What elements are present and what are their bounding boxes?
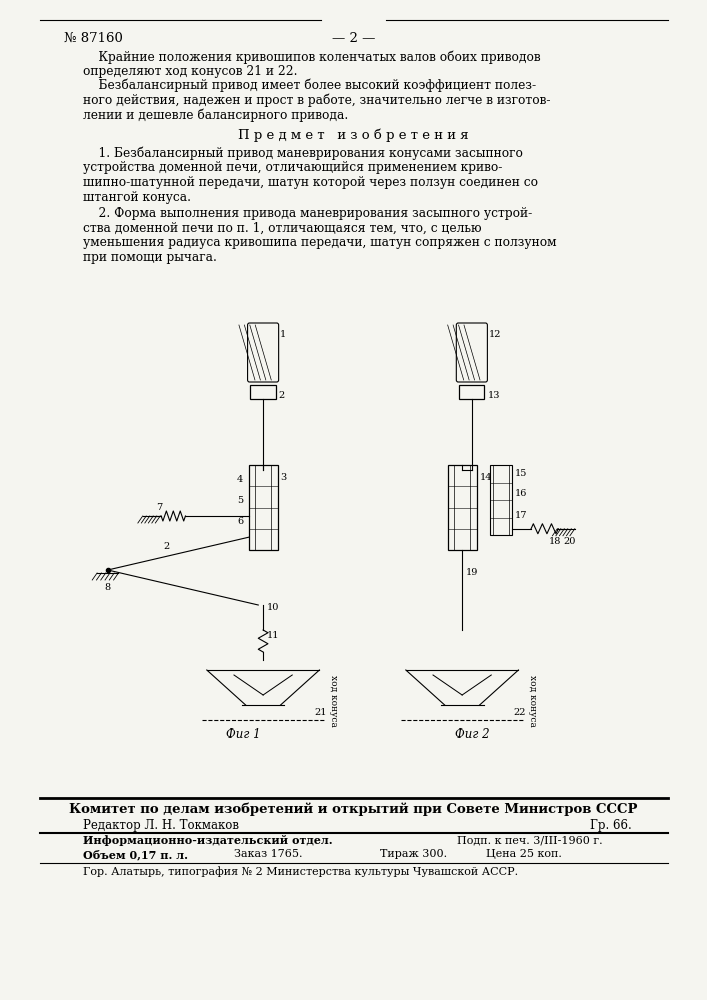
Text: 1. Безбалансирный привод маневрирования конусами засыпного: 1. Безбалансирный привод маневрирования … — [83, 147, 523, 160]
Text: устройства доменной печи, отличающийся применением криво-: устройства доменной печи, отличающийся п… — [83, 161, 503, 174]
Text: Цена 25 коп.: Цена 25 коп. — [486, 849, 562, 859]
Text: 2: 2 — [279, 390, 285, 399]
Text: штангой конуса.: штангой конуса. — [83, 190, 192, 204]
Text: 11: 11 — [267, 631, 279, 640]
Text: Крайние положения кривошипов коленчатых валов обоих приводов: Крайние положения кривошипов коленчатых … — [83, 50, 541, 64]
Text: Безбалансирный привод имеет более высокий коэффициент полез-: Безбалансирный привод имеет более высоки… — [83, 79, 537, 93]
Text: Гр. 66.: Гр. 66. — [590, 819, 632, 832]
Text: лении и дешевле балансирного привода.: лении и дешевле балансирного привода. — [83, 108, 349, 121]
Text: 13: 13 — [487, 390, 500, 399]
Text: 14: 14 — [479, 473, 492, 482]
Bar — [460, 385, 484, 399]
Text: 16: 16 — [515, 489, 527, 498]
Bar — [490, 465, 512, 535]
Bar — [448, 465, 477, 550]
Text: — 2 —: — 2 — — [332, 32, 375, 45]
Text: Комитет по делам изобретений и открытий при Совете Министров СССР: Комитет по делам изобретений и открытий … — [69, 802, 638, 816]
Text: уменьшения радиуса кривошипа передачи, шатун сопряжен с ползуном: уменьшения радиуса кривошипа передачи, ш… — [83, 236, 557, 249]
Text: ного действия, надежен и прост в работе, значительно легче в изготов-: ного действия, надежен и прост в работе,… — [83, 94, 551, 107]
Text: ход конуса: ход конуса — [329, 675, 338, 727]
Text: 8: 8 — [105, 583, 111, 592]
Text: 12: 12 — [489, 330, 501, 339]
Text: при помощи рычага.: при помощи рычага. — [83, 250, 217, 263]
Text: 21: 21 — [315, 708, 327, 717]
Text: Объем 0,17 п. л.: Объем 0,17 п. л. — [83, 849, 189, 860]
Text: 3: 3 — [281, 473, 287, 482]
Text: Фиг 1: Фиг 1 — [226, 728, 261, 741]
Text: Тираж 300.: Тираж 300. — [380, 849, 447, 859]
Text: Информационно-издательский отдел.: Информационно-издательский отдел. — [83, 835, 333, 846]
Text: № 87160: № 87160 — [64, 32, 123, 45]
Text: Фиг 2: Фиг 2 — [455, 728, 489, 741]
Text: П р е д м е т   и з о б р е т е н и я: П р е д м е т и з о б р е т е н и я — [238, 128, 469, 142]
Text: ства доменной печи по п. 1, отличающаяся тем, что, с целью: ства доменной печи по п. 1, отличающаяся… — [83, 222, 482, 234]
Bar — [249, 465, 278, 550]
Text: Редактор Л. Н. Токмаков: Редактор Л. Н. Токмаков — [83, 819, 240, 832]
Text: 20: 20 — [563, 537, 575, 546]
Text: 2. Форма выполнения привода маневрирования засыпного устрой-: 2. Форма выполнения привода маневрирован… — [83, 207, 533, 220]
Text: 19: 19 — [466, 568, 479, 577]
Text: Подп. к печ. 3/III-1960 г.: Подп. к печ. 3/III-1960 г. — [457, 835, 603, 845]
Text: 6: 6 — [237, 518, 243, 526]
Text: Заказ 1765.: Заказ 1765. — [234, 849, 303, 859]
Text: 10: 10 — [267, 603, 279, 612]
Text: 22: 22 — [513, 708, 526, 717]
Text: 4: 4 — [237, 475, 243, 484]
Text: 17: 17 — [515, 510, 527, 520]
Text: 1: 1 — [279, 330, 286, 339]
Text: определяют ход конусов 21 и 22.: определяют ход конусов 21 и 22. — [83, 64, 298, 78]
Text: 18: 18 — [549, 537, 561, 546]
Text: шипно-шатунной передачи, шатун которой через ползун соединен со: шипно-шатунной передачи, шатун которой ч… — [83, 176, 539, 189]
Text: Гор. Алатырь, типография № 2 Министерства культуры Чувашской АССР.: Гор. Алатырь, типография № 2 Министерств… — [83, 866, 519, 877]
Text: 7: 7 — [156, 503, 163, 512]
Bar — [250, 385, 276, 399]
Text: ход конуса: ход конуса — [528, 675, 537, 727]
Text: 15: 15 — [515, 468, 527, 478]
Text: 5: 5 — [237, 496, 243, 505]
Text: 2: 2 — [163, 542, 170, 551]
